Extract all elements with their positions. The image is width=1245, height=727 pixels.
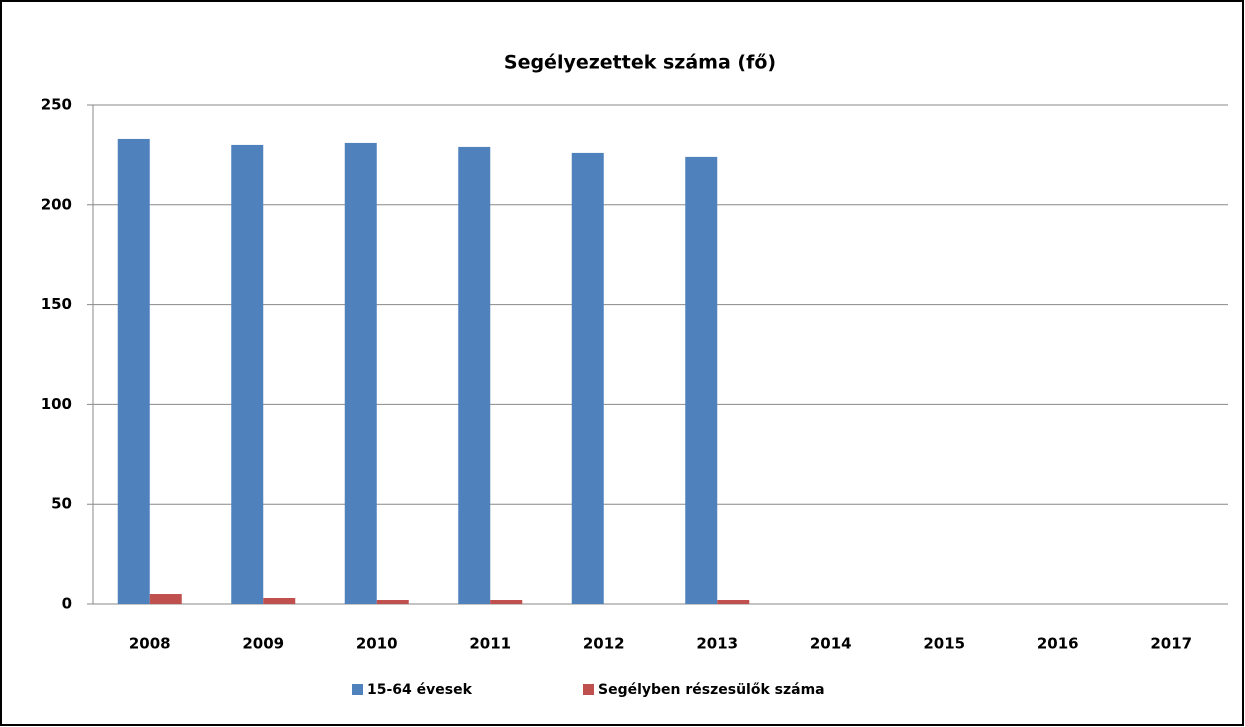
legend-swatch <box>583 684 594 695</box>
x-tick-label: 2017 <box>1150 635 1192 653</box>
bar <box>571 152 604 605</box>
legend-swatch <box>352 684 363 695</box>
bar <box>490 600 523 604</box>
y-tick-label: 250 <box>41 96 72 114</box>
bar <box>117 138 150 604</box>
x-tick-label: 2010 <box>356 635 398 653</box>
bar <box>458 146 491 604</box>
chart-title: Segélyezettek száma (fő) <box>504 52 776 74</box>
bar <box>231 144 264 605</box>
x-tick-label: 2013 <box>696 635 738 653</box>
bar <box>149 594 182 604</box>
x-tick-label: 2016 <box>1037 635 1079 653</box>
y-tick-label: 150 <box>41 295 72 313</box>
bar <box>376 600 409 604</box>
x-tick-label: 2011 <box>469 635 511 653</box>
y-tick-label: 100 <box>41 395 72 413</box>
x-tick-label: 2008 <box>129 635 171 653</box>
y-tick-label: 0 <box>62 595 72 613</box>
legend-label: Segélyben részesülők száma <box>598 682 825 698</box>
y-tick-label: 200 <box>41 195 72 213</box>
bar <box>344 142 377 604</box>
legend-label: 15-64 évesek <box>367 682 473 698</box>
x-tick-label: 2014 <box>810 635 852 653</box>
bar <box>685 156 718 604</box>
y-tick-label: 50 <box>51 495 72 513</box>
x-tick-label: 2015 <box>923 635 965 653</box>
x-tick-label: 2012 <box>583 635 625 653</box>
x-tick-label: 2009 <box>242 635 284 653</box>
bar <box>717 600 750 604</box>
bar <box>263 598 296 604</box>
